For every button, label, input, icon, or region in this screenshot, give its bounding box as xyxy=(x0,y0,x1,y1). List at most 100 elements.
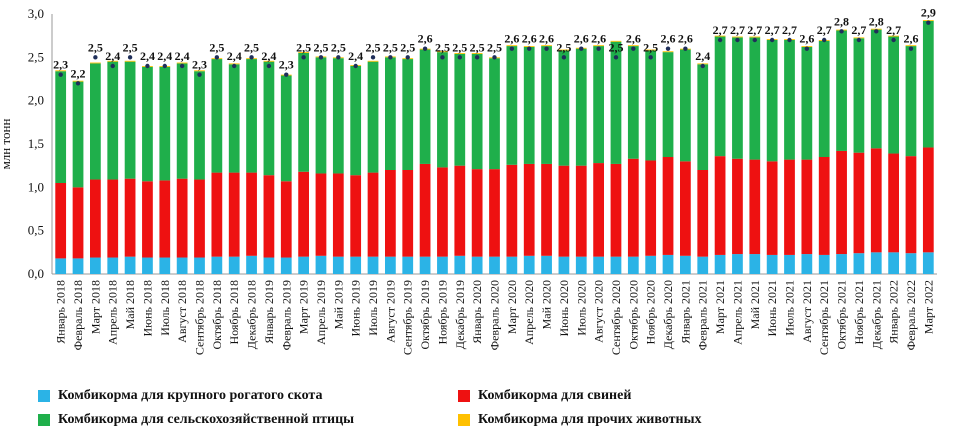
x-tick-label: Сентябрь 2019 xyxy=(401,280,415,355)
x-tick-label: Май 2018 xyxy=(123,280,137,329)
x-tick-label: Март 2022 xyxy=(921,280,935,334)
bar-segment-other xyxy=(176,62,188,64)
x-tick-label: Октябрь 2019 xyxy=(418,280,432,350)
legend-item-other: Комбикорма для прочих животных xyxy=(458,412,702,428)
bar-segment-cattle xyxy=(732,254,743,274)
bar-segment-cattle xyxy=(714,254,726,274)
bar-segment-poultry xyxy=(194,71,205,180)
x-tick-label: Декабрь 2019 xyxy=(453,280,467,349)
total-label: 2,8 xyxy=(869,14,884,28)
bar-segment-cattle xyxy=(697,256,709,274)
total-label: 2,4 xyxy=(157,49,172,63)
bar-segment-cattle xyxy=(645,255,657,274)
x-tick-label: Январь 2018 xyxy=(54,280,68,344)
bar-segment-poultry xyxy=(350,66,362,176)
x-tick-label: Апрель 2021 xyxy=(730,280,744,345)
bar-segment-cattle xyxy=(680,255,691,274)
x-tick-label: Февраль 2020 xyxy=(488,280,502,350)
bar-segment-other xyxy=(541,45,552,47)
bar-segment-other xyxy=(55,70,67,72)
total-marker xyxy=(197,72,202,77)
total-label: 2,6 xyxy=(678,32,693,46)
total-label: 2,2 xyxy=(71,66,86,80)
bar-segment-pigs xyxy=(246,172,257,256)
bar-segment-other xyxy=(124,60,136,62)
x-tick-label: Март 2018 xyxy=(88,280,102,334)
total-label: 2,7 xyxy=(817,23,832,37)
bar-segment-cattle xyxy=(332,256,344,274)
bar-segment-poultry xyxy=(610,41,622,164)
bar-segment-pigs xyxy=(870,148,882,253)
total-marker xyxy=(631,46,636,51)
bar-segment-poultry xyxy=(107,61,119,180)
bar-segment-poultry xyxy=(489,58,500,170)
bar-segment-poultry xyxy=(523,46,535,164)
total-label: 2,5 xyxy=(400,40,415,54)
total-marker xyxy=(822,37,827,43)
bar-segment-cattle xyxy=(541,255,552,274)
bar-segment-cattle xyxy=(749,254,761,274)
total-label: 2,7 xyxy=(765,23,780,37)
bar-segment-cattle xyxy=(263,257,275,274)
bar-segment-other xyxy=(454,53,466,54)
bar-segment-other xyxy=(471,53,483,54)
total-label: 2,5 xyxy=(366,40,381,54)
bar-segment-pigs xyxy=(107,179,119,258)
y-tick-label: 2,5 xyxy=(28,49,44,64)
bar-segment-poultry xyxy=(541,46,552,164)
total-marker xyxy=(179,63,185,69)
total-label: 2,3 xyxy=(53,58,68,72)
x-tick-label: Май 2020 xyxy=(540,280,554,329)
total-label: 2,5 xyxy=(209,40,224,54)
bar-segment-poultry xyxy=(766,40,778,162)
total-marker xyxy=(266,63,272,69)
y-tick-label: 0,5 xyxy=(28,223,44,238)
bar-segment-pigs xyxy=(72,187,84,259)
bar-segment-poultry xyxy=(870,29,882,149)
bar-segment-cattle xyxy=(506,256,518,274)
bar-segment-poultry xyxy=(263,61,275,176)
bar-segment-poultry xyxy=(385,57,396,171)
bar-segment-other xyxy=(437,51,448,53)
total-label: 2,5 xyxy=(487,40,502,54)
total-marker xyxy=(908,46,914,51)
total-marker xyxy=(422,46,428,51)
total-marker xyxy=(145,63,150,69)
bar-segment-other xyxy=(506,45,518,47)
total-marker xyxy=(769,37,775,43)
bar-segment-cattle xyxy=(489,256,500,274)
total-marker xyxy=(127,55,133,60)
legend-label-poultry: Комбикорма для сельскохозяйственной птиц… xyxy=(58,412,355,427)
total-marker xyxy=(388,55,393,60)
bar-segment-cattle xyxy=(523,255,535,274)
bar-segment-cattle xyxy=(870,252,882,274)
total-marker xyxy=(162,63,167,69)
total-marker xyxy=(856,37,862,43)
total-marker xyxy=(249,55,254,60)
bar-segment-pigs xyxy=(315,173,327,256)
bar-segment-other xyxy=(888,35,899,37)
total-label: 2,5 xyxy=(435,40,450,54)
bar-segment-other xyxy=(593,45,604,47)
x-tick-label: Сентябрь 2021 xyxy=(817,280,831,355)
total-marker xyxy=(683,46,688,51)
x-tick-label: Февраль 2021 xyxy=(696,280,710,350)
x-tick-label: Апрель 2020 xyxy=(522,280,536,345)
total-label: 2,3 xyxy=(192,58,207,72)
bar-segment-poultry xyxy=(437,52,448,168)
total-marker xyxy=(474,55,480,60)
bar-segment-pigs xyxy=(558,165,570,257)
total-marker xyxy=(579,46,584,51)
bar-segment-pigs xyxy=(90,179,101,258)
x-tick-label: Апрель 2018 xyxy=(106,280,120,345)
bar-segment-cattle xyxy=(72,258,84,274)
total-label: 2,5 xyxy=(470,40,485,54)
total-label: 2,4 xyxy=(261,49,276,63)
bar-segment-cattle xyxy=(315,255,327,274)
x-tick-label: Октябрь 2018 xyxy=(210,280,224,350)
total-marker xyxy=(110,63,115,69)
x-tick-label: Декабрь 2020 xyxy=(661,280,675,349)
bar-segment-cattle xyxy=(176,257,188,274)
bar-segment-cattle xyxy=(627,256,639,274)
total-marker xyxy=(926,20,931,25)
